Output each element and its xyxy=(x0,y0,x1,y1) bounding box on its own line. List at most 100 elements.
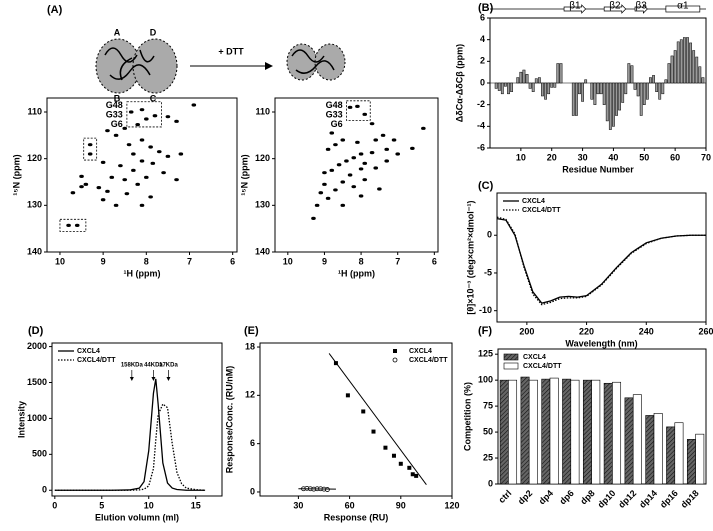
x-tick-label: 8 xyxy=(359,256,364,266)
peak xyxy=(355,104,360,108)
bar xyxy=(602,82,606,105)
x-axis-label: ¹H (ppm) xyxy=(124,268,161,278)
x-tick-label: 260 xyxy=(698,326,713,336)
peak xyxy=(165,115,171,119)
peak xyxy=(380,133,386,137)
y-tick-label: 500 xyxy=(32,449,47,459)
y-tick-label: 1500 xyxy=(27,377,47,387)
y-tick-label: 0 xyxy=(42,485,47,495)
peak xyxy=(144,117,149,121)
y-tick-label: 2000 xyxy=(27,341,47,351)
x-tick-label: 90 xyxy=(396,500,406,510)
annotation: 158KDa xyxy=(121,363,144,369)
peak xyxy=(174,119,179,123)
marker xyxy=(398,461,403,466)
panel-label: (A) xyxy=(47,4,63,16)
y-tick-label: -2 xyxy=(477,99,485,109)
bar xyxy=(596,82,600,95)
peak xyxy=(122,126,128,130)
secondary-structure-label: β3 xyxy=(636,1,648,12)
bar xyxy=(578,82,581,95)
peak xyxy=(329,168,335,172)
x-tick-label: 10 xyxy=(516,152,526,162)
peak xyxy=(351,156,357,160)
y-tick-label: 140 xyxy=(27,246,42,256)
schematic: + DTT A B C D xyxy=(95,27,346,103)
bar xyxy=(508,379,518,485)
peak xyxy=(358,167,364,171)
bar xyxy=(618,82,622,111)
bar xyxy=(636,82,640,97)
legend-swatch xyxy=(503,362,519,370)
y-tick-label: 0 xyxy=(480,77,485,87)
bar xyxy=(547,82,551,95)
bar xyxy=(615,82,618,116)
peak xyxy=(161,171,166,175)
y-tick-label: -6 xyxy=(477,142,485,152)
bar xyxy=(531,82,535,92)
bar xyxy=(550,82,554,88)
peak xyxy=(344,159,349,163)
peak xyxy=(322,171,327,175)
y-axis-label: Response/Conc. (RU/nM) xyxy=(224,366,234,474)
residue-label: G48 xyxy=(106,100,123,110)
bar xyxy=(541,378,551,485)
legend-swatch xyxy=(393,349,397,353)
peak xyxy=(135,182,140,186)
bar xyxy=(627,63,631,84)
x-tick-label: dp12 xyxy=(616,488,638,510)
plot-frame xyxy=(274,97,439,253)
marker xyxy=(345,393,350,398)
bar xyxy=(653,413,663,485)
bar xyxy=(528,82,532,89)
x-tick-label: 5 xyxy=(99,500,104,510)
peak xyxy=(369,151,375,155)
bar xyxy=(686,37,689,84)
bar xyxy=(645,415,655,485)
bar xyxy=(701,77,705,84)
peak xyxy=(79,174,84,178)
peak xyxy=(333,143,338,147)
bar xyxy=(698,66,702,84)
arrow-head xyxy=(265,62,273,70)
peak xyxy=(369,122,375,126)
x-tick-label: 120 xyxy=(444,500,459,510)
bar xyxy=(584,79,588,84)
peak xyxy=(410,146,415,150)
x-tick-label: dp4 xyxy=(537,488,555,506)
strand xyxy=(603,4,627,14)
peak xyxy=(139,108,145,112)
panel-label: (B) xyxy=(478,2,494,14)
bar xyxy=(612,82,615,127)
secondary-structure-label: β1 xyxy=(569,1,581,12)
peak xyxy=(148,145,153,149)
y-tick-label: 1000 xyxy=(27,413,47,423)
marker xyxy=(371,429,376,434)
peak xyxy=(139,138,145,142)
bar xyxy=(510,82,514,92)
subunit-label: D xyxy=(150,27,157,37)
peak xyxy=(355,140,360,144)
peak xyxy=(373,138,379,142)
legend-label: CXCL4 xyxy=(522,198,545,205)
protein-lobe xyxy=(132,38,178,94)
residue-label: G6 xyxy=(331,119,343,129)
peak xyxy=(384,147,390,151)
y-tick-label: 18 xyxy=(245,341,255,351)
bar xyxy=(670,55,674,84)
annotation-arrow-head xyxy=(129,377,134,381)
bar xyxy=(686,439,696,485)
peak xyxy=(156,150,162,154)
legend-swatch xyxy=(503,353,519,361)
plot-frame xyxy=(496,192,707,323)
x-tick-label: dp14 xyxy=(637,488,659,510)
bar xyxy=(541,82,544,97)
bar xyxy=(593,82,597,105)
peak xyxy=(96,186,102,190)
y-tick-label: 2 xyxy=(480,56,485,66)
y-tick-label: 6 xyxy=(250,438,255,448)
x-tick-label: 9 xyxy=(322,256,327,266)
peak xyxy=(362,112,368,116)
bar xyxy=(499,379,509,485)
x-tick-label: ctrl xyxy=(497,488,514,505)
